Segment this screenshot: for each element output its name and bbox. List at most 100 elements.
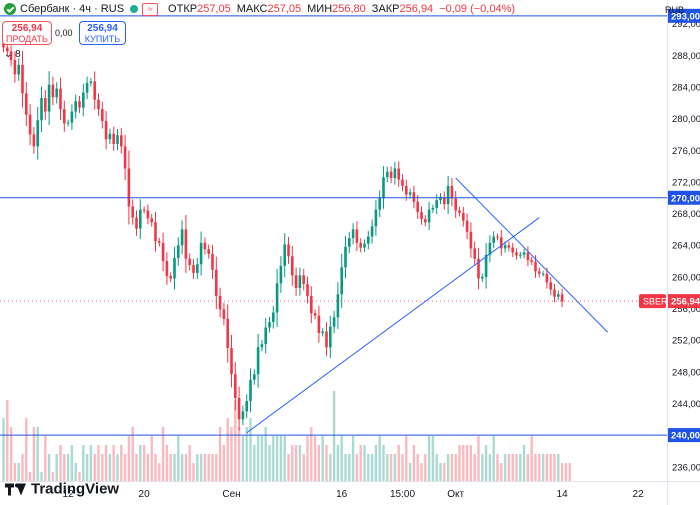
indicators-toggle[interactable]: ⌄ 8 [4, 49, 21, 60]
volume-bar [21, 454, 24, 481]
volume-bar [564, 463, 568, 481]
candle-body [386, 171, 389, 178]
volume-bar [541, 454, 545, 481]
candle-body [481, 276, 484, 279]
candle-body [317, 315, 321, 334]
candle-body [253, 374, 256, 380]
volume-bar [123, 454, 127, 481]
volume-bar [481, 454, 484, 481]
sell-button[interactable]: 256,94 ПРОДАТЬ [2, 21, 52, 45]
volume-bar [44, 436, 47, 481]
volume-bar [249, 418, 252, 481]
volume-bar [484, 445, 488, 481]
volume-bar [405, 436, 408, 481]
volume-bar [412, 445, 416, 481]
candle-body [557, 294, 560, 297]
candle-body [363, 243, 366, 248]
volume-bar [500, 463, 503, 481]
candle-body [108, 133, 112, 140]
candle-body [503, 245, 507, 249]
volume-bar [294, 445, 298, 481]
currency-label[interactable]: RUB [664, 5, 684, 15]
candle-body [36, 120, 39, 147]
volume-bar [218, 427, 222, 481]
ohlc-open: ОТКР257,05 [168, 3, 231, 15]
candle-body [131, 206, 134, 218]
volume-bar [492, 436, 495, 481]
volume-bar [78, 472, 81, 481]
volume-bar [112, 445, 115, 481]
volume-bar [313, 436, 317, 481]
volume-bar [215, 454, 218, 481]
candle-body [553, 289, 556, 297]
symbol-title[interactable]: Сбербанк · 4ч · RUS [20, 3, 125, 15]
tradingview-logo[interactable]: TradingView [5, 481, 119, 498]
candle-body [9, 51, 13, 61]
candle-body [154, 222, 157, 242]
tradingview-logo-icon [5, 483, 27, 495]
candle-body [439, 196, 442, 201]
y-tick-label: 264,00 [672, 241, 700, 252]
volume-bar [199, 454, 203, 481]
volume-bar [374, 445, 378, 481]
volume-bar [226, 418, 229, 481]
candle-body [397, 168, 400, 180]
candle-body [473, 248, 476, 259]
candle-body [66, 122, 70, 124]
volume-bar [549, 454, 552, 481]
buy-button[interactable]: 256,94 КУПИТЬ [79, 21, 126, 45]
candle-body [74, 101, 77, 112]
level-price-tag [668, 8, 700, 23]
volume-bar [104, 445, 108, 481]
candle-body [302, 275, 305, 285]
candle-body [454, 198, 457, 211]
level-price-label: 240,00 [671, 431, 700, 442]
candle-body [6, 47, 9, 52]
candle-body [427, 209, 431, 223]
volume-bar [25, 418, 28, 481]
y-tick-label: 292,00 [672, 19, 700, 30]
price-axis-background [667, 0, 700, 505]
candle-body [522, 252, 526, 255]
volume-bar [32, 427, 36, 481]
volume-bar [321, 436, 324, 481]
volume-bar [465, 445, 469, 481]
candle-body [17, 64, 20, 75]
volume-bar [55, 454, 58, 481]
candle-body [336, 294, 340, 318]
candle-body [203, 242, 207, 250]
volume-bar [169, 454, 172, 481]
candle-body [184, 229, 188, 259]
candle-body [101, 109, 104, 122]
candle-body [245, 401, 248, 412]
candle-body [150, 218, 153, 223]
x-tick-label: Сен [222, 489, 240, 500]
candle-body [359, 242, 362, 248]
level-price-tag [668, 428, 700, 443]
candle-body [500, 237, 503, 249]
volume-bar [397, 445, 400, 481]
x-tick-label: 22 [633, 489, 645, 500]
volume-bar [131, 427, 134, 481]
volume-bar [196, 454, 199, 481]
volume-bar [291, 445, 294, 481]
candle-body [367, 236, 370, 244]
volume-bar [272, 436, 275, 481]
volume-bar [120, 445, 123, 481]
volume-bar [13, 463, 17, 481]
candle-body [329, 326, 332, 348]
volume-bar [462, 445, 465, 481]
volume-bar [348, 454, 351, 481]
volume-bar [359, 445, 362, 481]
candle-body [412, 192, 416, 202]
x-tick-label: 16 [336, 489, 348, 500]
candle-body [70, 111, 74, 123]
candle-body [462, 212, 465, 221]
volume-bar [408, 463, 412, 481]
y-tick-label: 272,00 [672, 177, 700, 188]
volume-bar [283, 436, 286, 481]
y-tick-label: 252,00 [672, 336, 700, 347]
candle-body [340, 267, 343, 295]
delayed-data-icon[interactable]: ≈ [142, 2, 159, 16]
